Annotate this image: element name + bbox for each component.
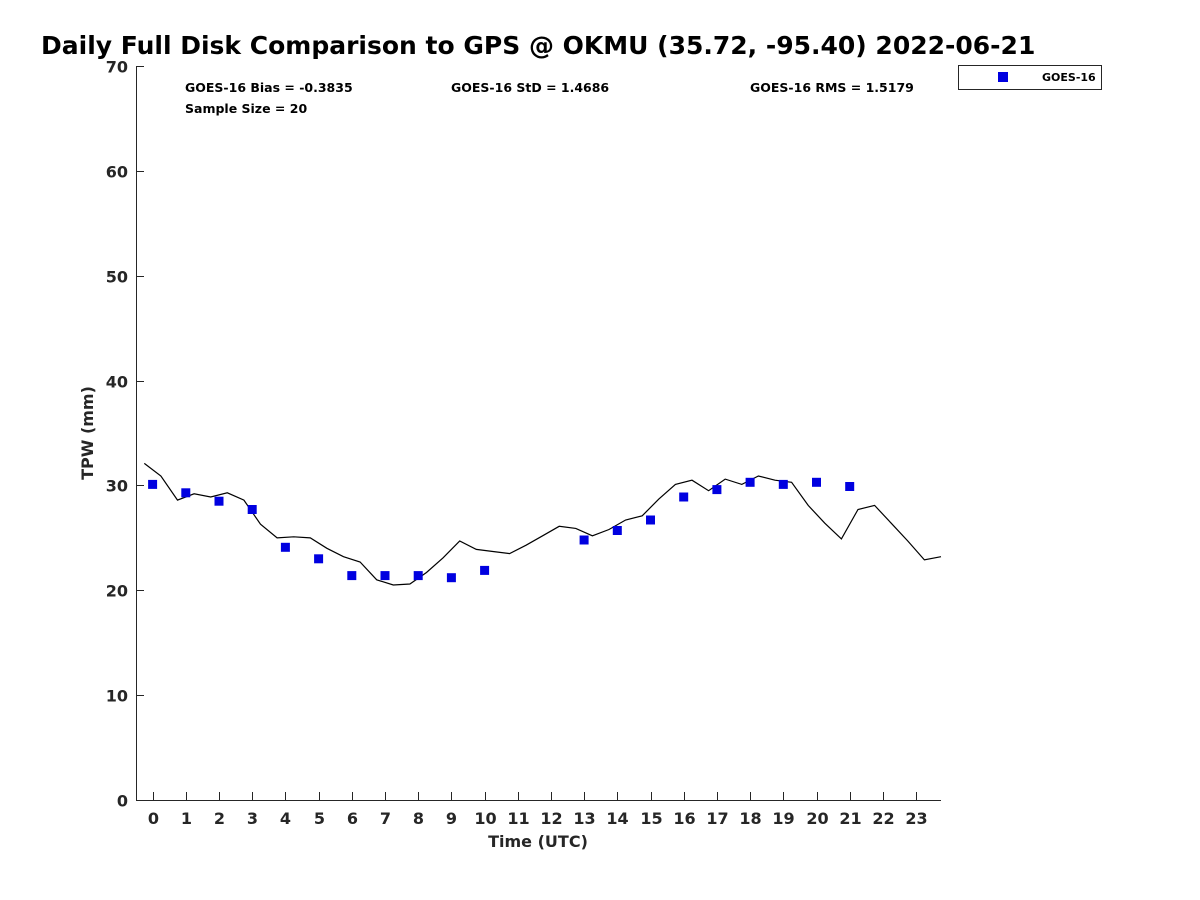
x-tick-label: 12 xyxy=(540,809,562,828)
goes16-data-point xyxy=(214,496,224,506)
goes16-data-point xyxy=(612,526,622,535)
x-tick-label: 10 xyxy=(474,809,496,828)
goes16-data-point xyxy=(579,535,589,545)
goes16-data-point xyxy=(745,477,755,487)
goes16-data-point xyxy=(314,554,324,564)
bias-stat: GOES-16 Bias = -0.3835 xyxy=(185,80,353,95)
x-tick-label: 1 xyxy=(181,809,192,828)
rms-stat: GOES-16 RMS = 1.5179 xyxy=(750,80,914,95)
x-tick-label: 11 xyxy=(507,809,529,828)
legend-label: GOES-16 xyxy=(1042,71,1096,84)
x-tick-label: 2 xyxy=(214,809,225,828)
goes16-data-point xyxy=(446,573,456,583)
gps-line-series xyxy=(143,462,942,586)
y-tick-label: 60 xyxy=(106,163,128,182)
legend: GOES-16 xyxy=(958,65,1102,90)
x-tick-label: 17 xyxy=(706,809,728,828)
x-tick-label: 23 xyxy=(905,809,927,828)
x-tick-label: 14 xyxy=(606,809,628,828)
sample-size-stat: Sample Size = 20 xyxy=(185,101,307,116)
goes16-data-point xyxy=(812,477,821,487)
x-tick-label: 3 xyxy=(247,809,258,828)
x-tick-label: 15 xyxy=(640,809,662,828)
x-tick-label: 20 xyxy=(806,809,828,828)
chart-title: Daily Full Disk Comparison to GPS @ OKMU… xyxy=(41,31,1035,60)
y-axis-ticks: 0 10 20 30 40 50 60 70 xyxy=(106,58,144,811)
x-tick-label: 4 xyxy=(280,809,291,828)
x-tick-label: 7 xyxy=(380,809,391,828)
y-tick-label: 0 xyxy=(117,792,128,811)
x-tick-label: 5 xyxy=(314,809,325,828)
x-tick-label: 9 xyxy=(446,809,457,828)
goes16-data-point xyxy=(845,482,855,491)
goes16-data-point xyxy=(679,492,689,502)
goes16-data-point xyxy=(646,515,655,525)
x-tick-label: 22 xyxy=(872,809,894,828)
y-tick-label: 40 xyxy=(106,373,128,392)
goes16-data-point xyxy=(380,571,390,581)
x-tick-label: 18 xyxy=(739,809,761,828)
goes16-data-point xyxy=(181,488,191,498)
goes16-data-point xyxy=(712,485,722,495)
x-axis-ticks: 0 1 2 3 4 5 6 7 8 9 10 11 12 13 14 15 16 17 18 19 20 21 22 23 xyxy=(148,792,928,828)
y-tick-label: 20 xyxy=(106,582,128,601)
y-tick-label: 70 xyxy=(106,58,128,77)
goes16-data-point xyxy=(247,505,257,514)
y-tick-label: 30 xyxy=(106,477,128,496)
legend-marker-icon xyxy=(998,72,1008,82)
x-tick-label: 19 xyxy=(772,809,794,828)
goes16-data-point xyxy=(280,542,290,552)
y-tick-label: 50 xyxy=(106,268,128,287)
goes16-data-point xyxy=(148,479,158,489)
x-axis-label: Time (UTC) xyxy=(488,832,588,851)
std-stat: GOES-16 StD = 1.4686 xyxy=(451,80,609,95)
y-axis-label: TPW (mm) xyxy=(78,386,97,480)
legend-box xyxy=(958,65,1102,90)
x-tick-label: 16 xyxy=(673,809,695,828)
y-tick-label: 10 xyxy=(106,687,128,706)
goes16-data-point xyxy=(778,479,788,489)
gps-tpw-line xyxy=(143,462,942,586)
x-tick-label: 0 xyxy=(148,809,159,828)
x-tick-label: 6 xyxy=(347,809,358,828)
x-tick-label: 21 xyxy=(839,809,861,828)
goes16-data-point xyxy=(347,571,357,581)
x-tick-label: 8 xyxy=(413,809,424,828)
x-tick-label: 13 xyxy=(573,809,595,828)
goes16-data-point xyxy=(413,571,423,581)
goes16-data-point xyxy=(480,565,490,575)
goes16-marker-series xyxy=(148,477,855,583)
